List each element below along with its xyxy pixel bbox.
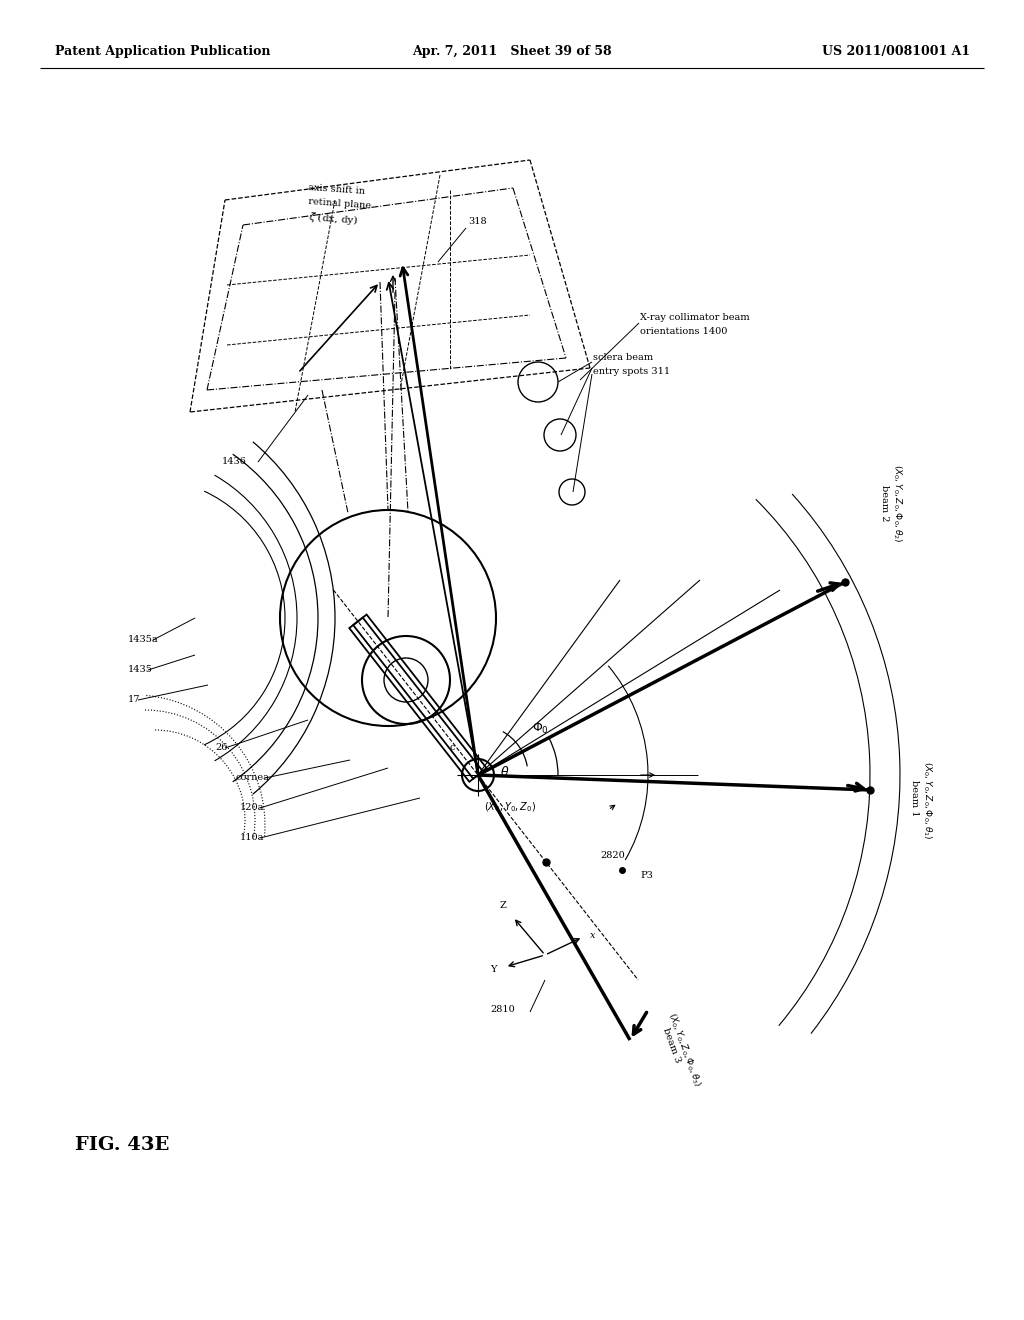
Text: P3: P3 xyxy=(640,870,653,879)
Text: $(X_0,Y_0,Z_0,\Phi_0,\theta_2)$: $(X_0,Y_0,Z_0,\Phi_0,\theta_2)$ xyxy=(891,463,903,543)
Text: X-ray collimator beam: X-ray collimator beam xyxy=(640,314,750,322)
Text: 2810: 2810 xyxy=(490,1006,515,1015)
Text: beam 3: beam 3 xyxy=(662,1027,682,1064)
Text: FIG. 43E: FIG. 43E xyxy=(75,1137,169,1154)
Text: Y: Y xyxy=(489,965,497,974)
Text: $\zeta$ (dx, dy): $\zeta$ (dx, dy) xyxy=(307,210,358,227)
Text: 1435a: 1435a xyxy=(128,635,159,644)
Text: 318: 318 xyxy=(468,218,486,227)
Text: beam 1: beam 1 xyxy=(910,780,920,816)
Text: orientations 1400: orientations 1400 xyxy=(640,327,727,337)
Text: 1435: 1435 xyxy=(128,665,153,675)
Text: $\Phi_0$: $\Phi_0$ xyxy=(531,721,549,735)
Text: Z: Z xyxy=(500,900,507,909)
Text: 17: 17 xyxy=(128,696,140,705)
Text: x: x xyxy=(590,931,596,940)
Text: $(X_0,Y_0,Z_0,\Phi_0,\theta_3)$: $(X_0,Y_0,Z_0,\Phi_0,\theta_3)$ xyxy=(665,1011,703,1089)
Text: axis shift in: axis shift in xyxy=(307,183,365,197)
Text: US 2011/0081001 A1: US 2011/0081001 A1 xyxy=(822,45,970,58)
Text: 2820: 2820 xyxy=(600,850,625,859)
Text: sclera beam: sclera beam xyxy=(593,354,653,363)
Text: 26: 26 xyxy=(215,743,227,752)
Text: $(X_0,Y_0,Z_0,\Phi_0,\theta_1)$: $(X_0,Y_0,Z_0,\Phi_0,\theta_1)$ xyxy=(921,760,933,840)
Text: 110a: 110a xyxy=(240,833,264,842)
Text: Apr. 7, 2011   Sheet 39 of 58: Apr. 7, 2011 Sheet 39 of 58 xyxy=(413,45,611,58)
Text: 1436: 1436 xyxy=(222,458,247,466)
Text: Patent Application Publication: Patent Application Publication xyxy=(55,45,270,58)
Text: c: c xyxy=(450,743,455,752)
Text: 120a: 120a xyxy=(240,804,264,813)
Text: cornea: cornea xyxy=(234,774,269,783)
Text: beam 2: beam 2 xyxy=(881,484,890,521)
Text: retinal plane: retinal plane xyxy=(307,198,371,211)
Text: entry spots 311: entry spots 311 xyxy=(593,367,670,375)
Text: $(X_0, Y_0, Z_0)$: $(X_0, Y_0, Z_0)$ xyxy=(484,800,536,813)
Text: $\theta$: $\theta$ xyxy=(501,766,510,779)
